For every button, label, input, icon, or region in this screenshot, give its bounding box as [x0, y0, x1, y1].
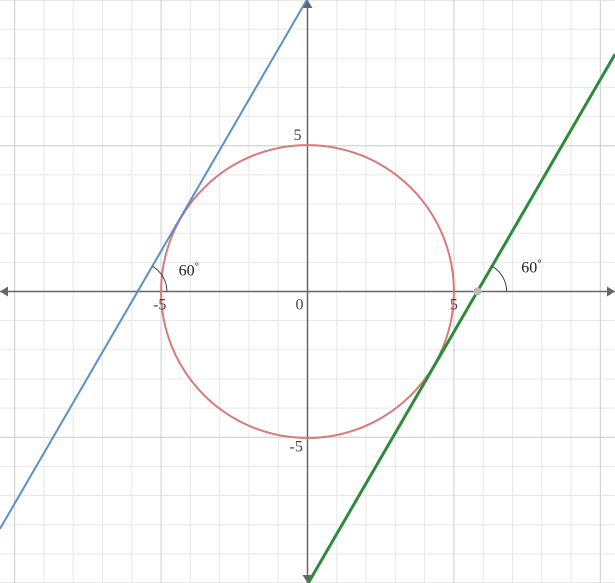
tick-label-2: 5	[294, 127, 302, 144]
tick-label-0: 5	[450, 297, 458, 314]
tick-label-1: -5	[153, 297, 166, 314]
origin-label: 0	[296, 297, 304, 314]
coordinate-plot: 05-55-560°60°	[0, 0, 615, 583]
tick-label-3: -5	[290, 438, 303, 455]
x-intercept-point	[473, 288, 481, 296]
